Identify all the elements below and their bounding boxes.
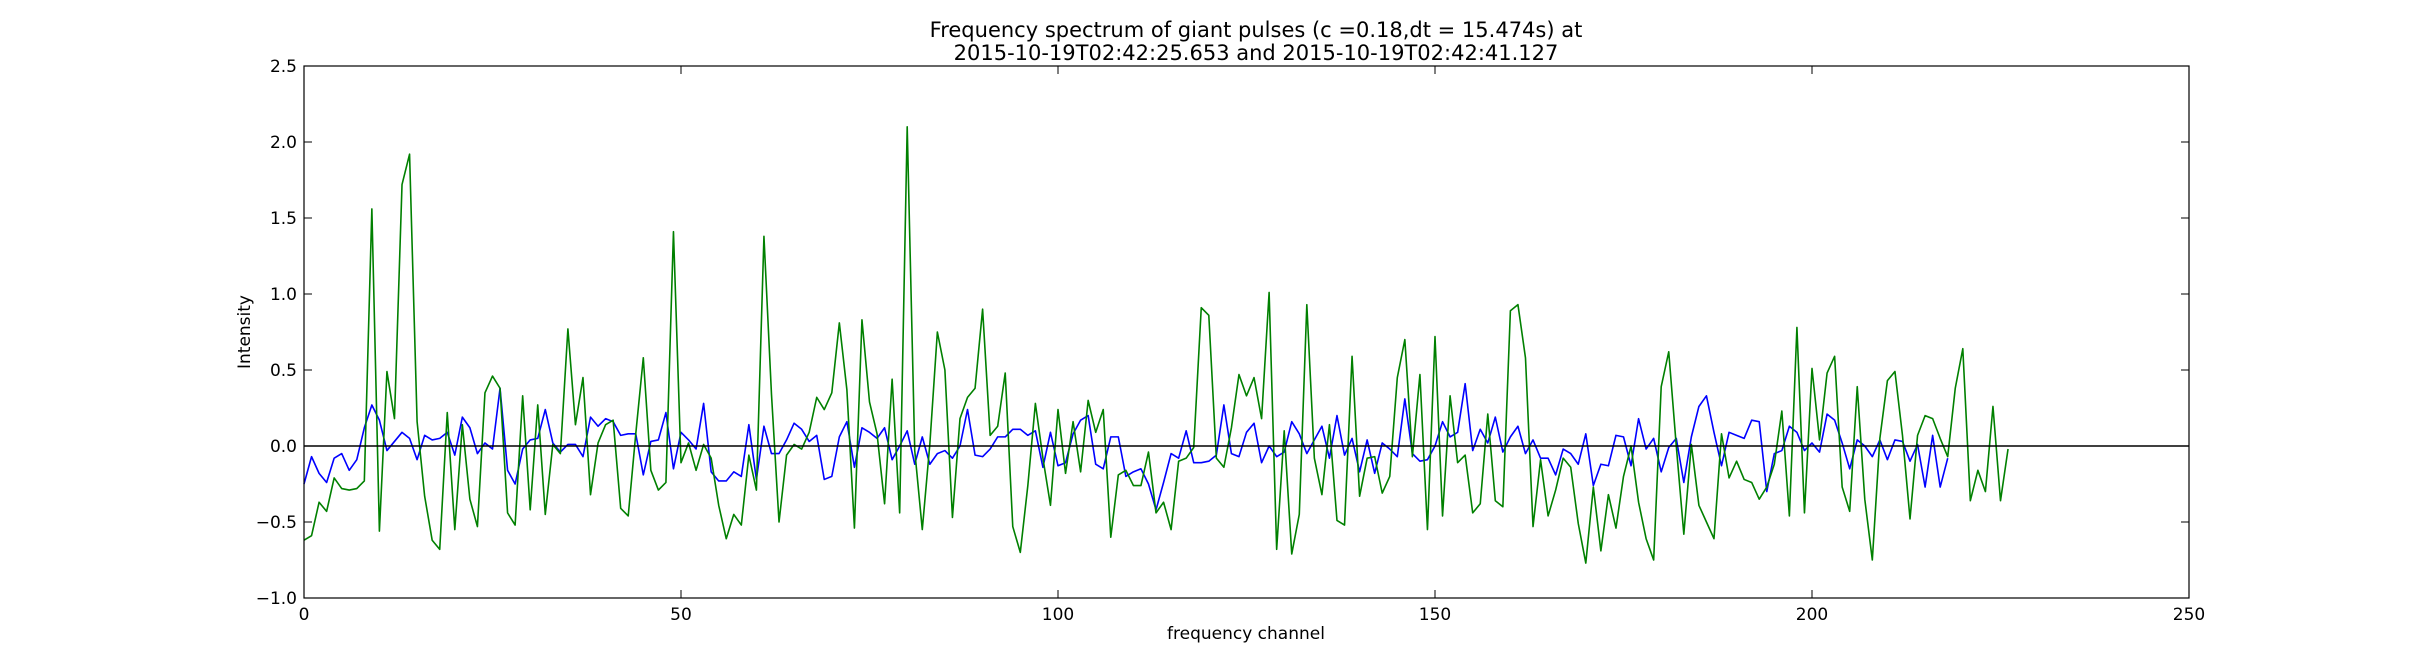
- x-tick-label: 200: [1796, 605, 1828, 625]
- x-axis-label: frequency channel: [1167, 624, 1325, 644]
- chart-title-line-2: 2015-10-19T02:42:25.653 and 2015-10-19T0…: [954, 41, 1559, 65]
- y-tick-label: 1.0: [270, 285, 297, 305]
- x-tick-label: 50: [670, 605, 692, 625]
- y-tick-label: 1.5: [270, 209, 297, 229]
- y-tick-label: 0.0: [270, 437, 297, 457]
- x-tick-label: 100: [1042, 605, 1074, 625]
- x-tick-label: 0: [299, 605, 310, 625]
- y-axis-label: Intensity: [235, 295, 255, 369]
- y-axis-ticks: −1.0 −0.5 0.0 0.5 1.0 1.5 2.0 2.5: [256, 57, 2189, 609]
- x-axis-ticks: 0 50 100 150 200 250: [299, 66, 2205, 625]
- series-line-2: [303, 126, 2009, 564]
- y-tick-label: 2.5: [270, 57, 297, 77]
- chart-title-line-1: Frequency spectrum of giant pulses (c =0…: [930, 18, 1583, 42]
- chart-title: Frequency spectrum of giant pulses (c =0…: [930, 18, 1583, 65]
- x-tick-label: 150: [1419, 605, 1451, 625]
- y-tick-label: −1.0: [256, 589, 297, 609]
- y-tick-label: 2.0: [270, 133, 297, 153]
- y-tick-label: 0.5: [270, 361, 297, 381]
- series-line-1: [303, 382, 1949, 511]
- plot-area-frame: [303, 65, 2190, 599]
- y-tick-label: −0.5: [256, 513, 297, 533]
- series-layer: [303, 126, 2009, 564]
- x-tick-label: 250: [2173, 605, 2205, 625]
